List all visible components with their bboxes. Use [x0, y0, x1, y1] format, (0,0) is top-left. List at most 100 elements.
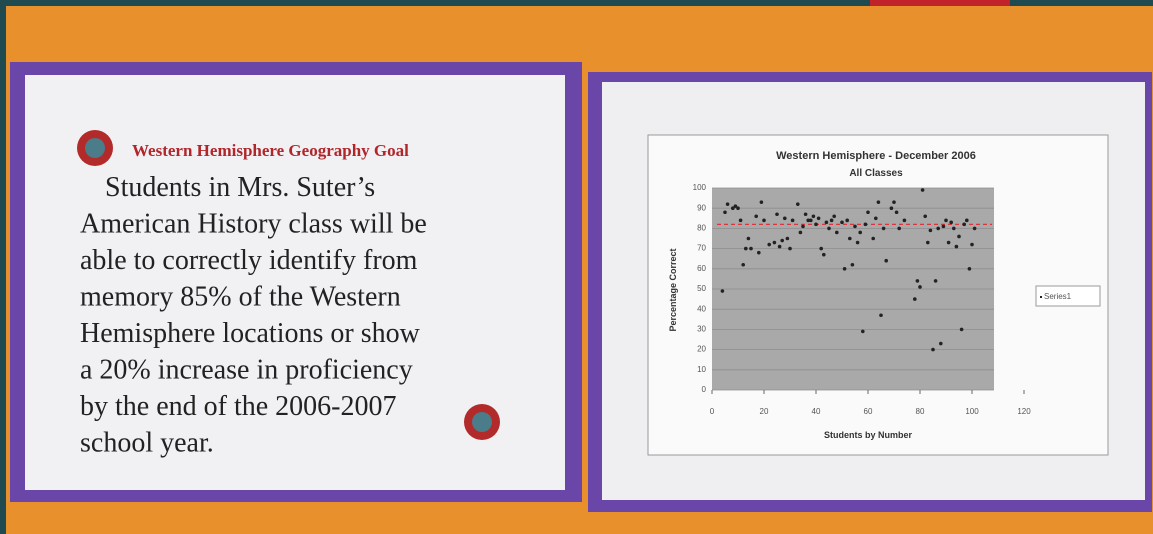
point: [760, 200, 764, 204]
point: [864, 223, 868, 227]
x-tick-label: 120: [1017, 407, 1031, 416]
body-line: American History class will be: [80, 209, 427, 240]
point: [749, 247, 753, 251]
y-tick-label: 80: [697, 224, 706, 233]
body-line: school year.: [80, 428, 214, 459]
body-line: by the end of the 2006-2007: [80, 391, 397, 422]
point: [892, 200, 896, 204]
point: [809, 219, 813, 223]
point: [773, 241, 777, 245]
scene: Western Hemisphere Geography Goal Studen…: [0, 0, 1153, 534]
point: [968, 267, 972, 271]
point: [861, 330, 865, 334]
point: [929, 229, 933, 233]
point: [923, 214, 927, 218]
point: [723, 210, 727, 214]
point: [780, 239, 784, 243]
point: [754, 214, 758, 218]
point: [786, 237, 790, 241]
point: [739, 219, 743, 223]
point: [801, 225, 805, 229]
x-tick-label: 40: [812, 407, 821, 416]
point: [726, 202, 730, 206]
y-tick-label: 70: [697, 244, 706, 253]
point: [796, 202, 800, 206]
point: [736, 206, 740, 210]
point: [812, 214, 816, 218]
point: [903, 219, 907, 223]
y-tick-label: 40: [697, 304, 706, 313]
point: [827, 227, 831, 231]
x-tick-label: 20: [760, 407, 769, 416]
y-tick-label: 90: [697, 203, 706, 212]
x-tick-label: 100: [965, 407, 979, 416]
body-line: Students in Mrs. Suter’s: [105, 172, 375, 203]
point: [879, 313, 883, 317]
chart-title: Western Hemisphere - December 2006: [776, 150, 976, 162]
x-tick-label: 80: [916, 407, 925, 416]
point: [762, 219, 766, 223]
point: [835, 231, 839, 235]
point: [832, 214, 836, 218]
point: [877, 200, 881, 204]
point: [897, 227, 901, 231]
point: [970, 243, 974, 247]
point: [871, 237, 875, 241]
point: [949, 221, 953, 225]
body-line: memory 85% of the Western: [80, 282, 401, 313]
point: [783, 217, 787, 221]
point: [741, 263, 745, 267]
point: [934, 279, 938, 283]
y-tick-label: 30: [697, 325, 706, 334]
point: [757, 251, 761, 255]
point: [788, 247, 792, 251]
legend-label: Series1: [1044, 292, 1072, 301]
globe-icon: [472, 412, 492, 432]
point: [884, 259, 888, 263]
point: [825, 221, 829, 225]
point: [799, 231, 803, 235]
point: [822, 253, 826, 257]
point: [939, 342, 943, 346]
y-tick-label: 0: [702, 385, 707, 394]
point: [973, 227, 977, 231]
point: [840, 221, 844, 225]
point: [845, 219, 849, 223]
point: [767, 243, 771, 247]
x-tick-label: 0: [710, 407, 715, 416]
point: [965, 219, 969, 223]
point: [819, 247, 823, 251]
point: [744, 247, 748, 251]
point: [916, 279, 920, 283]
body-line: a 20% increase in proficiency: [80, 355, 413, 386]
body-line: Hemisphere locations or show: [80, 318, 421, 349]
point: [817, 217, 821, 221]
point: [890, 206, 894, 210]
point: [895, 210, 899, 214]
body-line: able to correctly identify from: [80, 245, 418, 276]
x-tick-label: 60: [864, 407, 873, 416]
y-tick-label: 100: [693, 183, 707, 192]
point: [804, 212, 808, 216]
point: [830, 219, 834, 223]
point: [851, 263, 855, 267]
edge: [870, 0, 1010, 6]
y-tick-label: 20: [697, 345, 706, 354]
point: [775, 212, 779, 216]
point: [944, 219, 948, 223]
point: [866, 210, 870, 214]
point: [778, 245, 782, 249]
point: [921, 188, 925, 192]
y-tick-label: 60: [697, 264, 706, 273]
point: [791, 219, 795, 223]
point: [918, 285, 922, 289]
y-tick-label: 10: [697, 365, 706, 374]
point: [952, 227, 956, 231]
point: [955, 245, 959, 249]
point: [960, 328, 964, 332]
point: [962, 223, 966, 227]
point: [874, 217, 878, 221]
point: [882, 227, 886, 231]
point: [747, 237, 751, 241]
x-axis-label: Students by Number: [824, 430, 913, 440]
